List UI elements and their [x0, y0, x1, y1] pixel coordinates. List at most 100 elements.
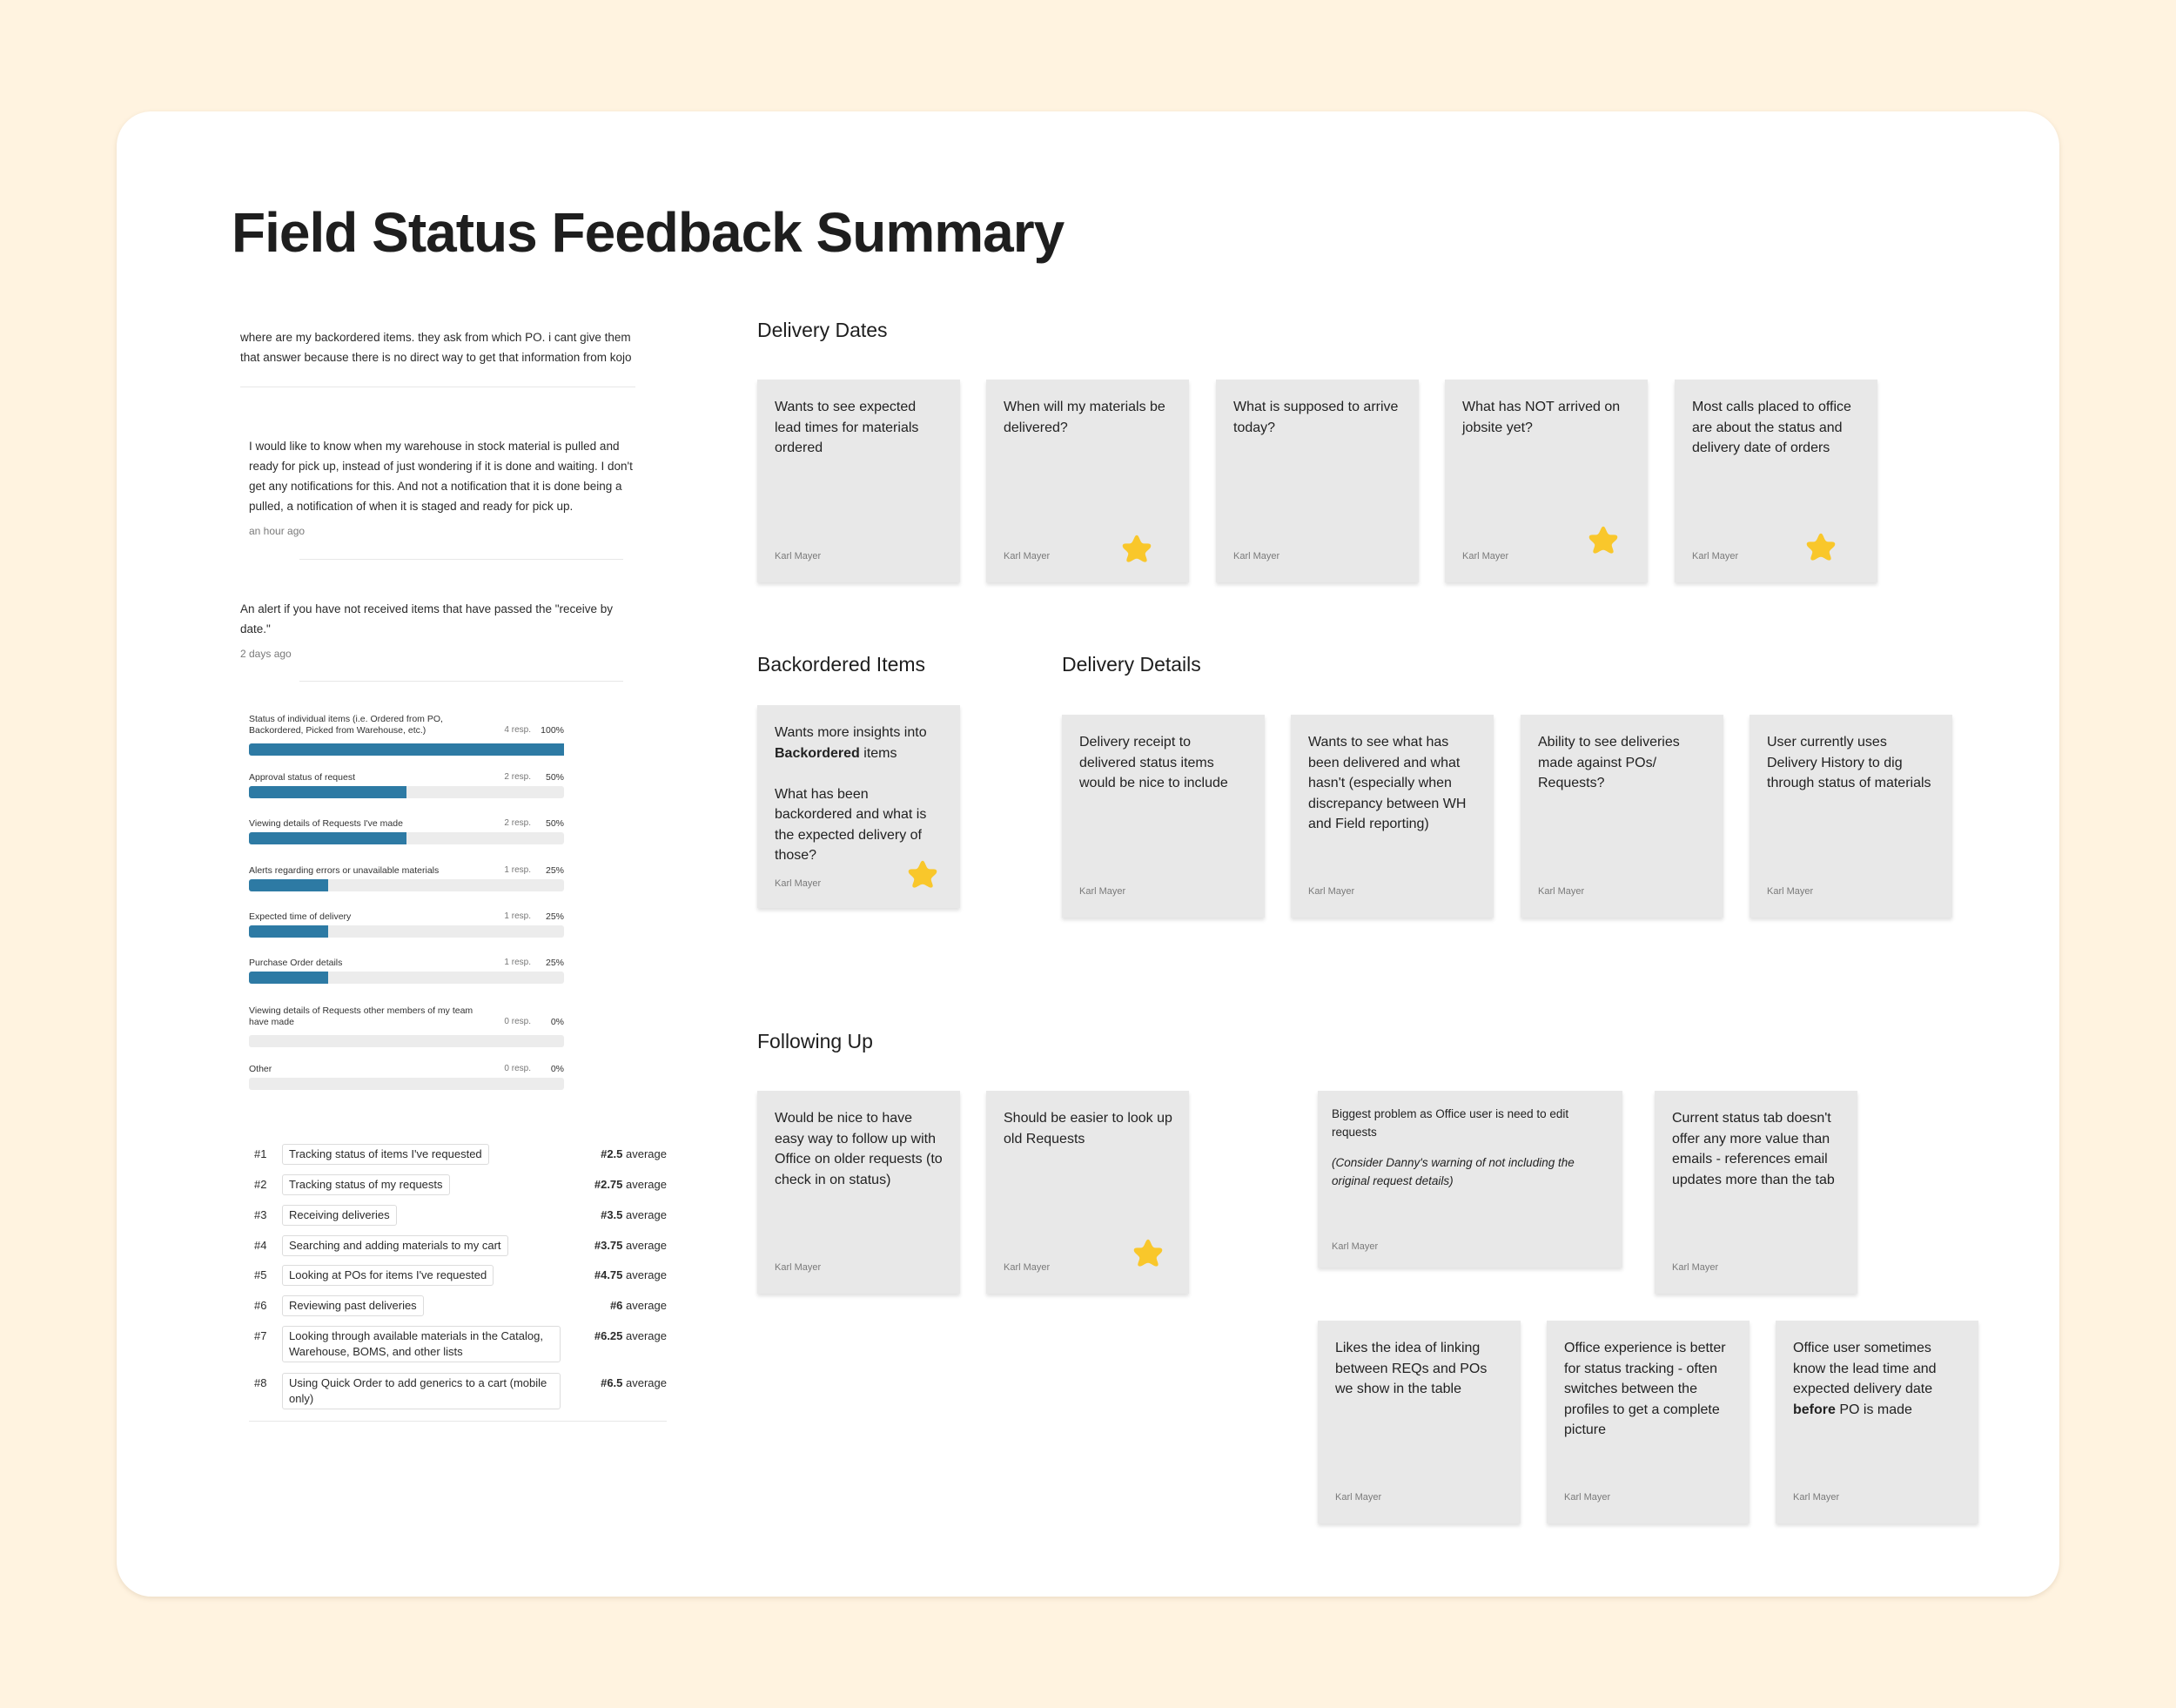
ranking-average-suffix: average [622, 1239, 667, 1252]
note-text-part: What has been backordered and what is th… [775, 786, 927, 864]
note-author: Karl Mayer [1462, 551, 1509, 561]
divider [299, 681, 623, 682]
note-author: Karl Mayer [1308, 886, 1355, 897]
note-text: What has NOT arrived on jobsite yet? [1462, 400, 1621, 435]
sticky-note[interactable]: Likes the idea of linking between REQs a… [1318, 1321, 1521, 1523]
ranking-average: #6 average [610, 1299, 667, 1312]
poll-percent: 0% [550, 1064, 564, 1074]
poll-option-label: Approval status of request [249, 772, 355, 783]
ranking-average-suffix: average [622, 1376, 667, 1389]
poll-option-label: Other [249, 1064, 272, 1074]
divider [249, 1421, 667, 1422]
comment-card: An alert if you have not received items … [240, 599, 641, 664]
note-author: Karl Mayer [775, 878, 822, 889]
poll-percent: 25% [545, 911, 564, 922]
poll-option: Purchase Order details 1 resp. 25% [249, 958, 564, 1001]
poll-bar-track [249, 925, 564, 938]
ranking-position: #7 [254, 1329, 267, 1342]
poll-bar-track [249, 743, 564, 756]
poll-percent: 50% [545, 818, 564, 829]
note-author: Karl Mayer [1793, 1492, 1840, 1503]
poll-option: Expected time of delivery 1 resp. 25% [249, 911, 564, 955]
note-text: When will my materials be delivered? [1004, 400, 1165, 435]
poll-option: Approval status of request 2 resp. 50% [249, 772, 564, 816]
section-title-following-up: Following Up [757, 1030, 873, 1052]
note-text: Would be nice to have easy way to follow… [775, 1111, 943, 1187]
sticky-note[interactable]: When will my materials be delivered? Kar… [986, 380, 1189, 582]
poll-percent: 100% [541, 725, 564, 736]
note-text: Most calls placed to office are about th… [1692, 400, 1851, 455]
ranking-average-value: #6 [609, 1299, 623, 1312]
poll-option-label: Alerts regarding errors or unavailable m… [249, 865, 440, 876]
sticky-note[interactable]: Biggest problem as Office user is need t… [1318, 1091, 1622, 1268]
sticky-note[interactable]: Wants to see what has been delivered and… [1291, 715, 1494, 918]
note-subtext: (Consider Danny's warning of not includi… [1332, 1156, 1575, 1187]
poll-response-count: 2 resp. [504, 818, 531, 828]
sticky-note[interactable]: Would be nice to have easy way to follow… [757, 1091, 960, 1294]
ranking-item-label: Looking at POs for items I've requested [282, 1265, 494, 1286]
ranking-average: #6.5 average [601, 1376, 667, 1389]
sticky-note[interactable]: Most calls placed to office are about th… [1675, 380, 1877, 582]
note-author: Karl Mayer [1538, 886, 1585, 897]
poll-response-count: 0 resp. [504, 1017, 531, 1026]
poll-bar-fill [249, 832, 406, 844]
comment-text: An alert if you have not received items … [240, 602, 614, 635]
comment-timestamp: 2 days ago [240, 648, 292, 660]
ranking-average-suffix: average [622, 1208, 667, 1221]
ranking-position: #6 [254, 1299, 267, 1312]
poll-option-label: Viewing details of Requests other member… [249, 1005, 473, 1027]
note-author: Karl Mayer [1335, 1492, 1382, 1503]
ranking-average-suffix: average [622, 1299, 667, 1312]
note-text: Delivery receipt to delivered status ite… [1079, 735, 1228, 790]
sticky-note[interactable]: Wants to see expected lead times for mat… [757, 380, 960, 582]
ranking-item-label: Tracking status of my requests [282, 1174, 450, 1195]
poll-bar-fill [249, 879, 328, 891]
sticky-note[interactable]: Current status tab doesn't offer any mor… [1655, 1091, 1857, 1294]
ranking-item-label: Using Quick Order to add generics to a c… [282, 1373, 561, 1409]
note-text: Current status tab doesn't offer any mor… [1672, 1111, 1835, 1187]
ranking-average-suffix: average [622, 1178, 667, 1191]
poll-response-count: 4 resp. [504, 725, 531, 735]
poll-option-label: Viewing details of Requests I've made [249, 818, 403, 829]
sticky-note[interactable]: Delivery receipt to delivered status ite… [1062, 715, 1265, 918]
poll-percent: 25% [545, 958, 564, 968]
sticky-note[interactable]: Office user sometimes know the lead time… [1776, 1321, 1978, 1523]
note-text-part: Office user sometimes know the lead time… [1793, 1341, 1937, 1396]
ranking-average: #3.75 average [594, 1239, 667, 1252]
ranking-average-suffix: average [622, 1329, 667, 1342]
ranking-average-value: #6.25 [594, 1329, 623, 1342]
note-text: Wants to see what has been delivered and… [1308, 735, 1467, 831]
ranking-average: #6.25 average [594, 1329, 667, 1342]
ranking-item-label: Looking through available materials in t… [282, 1326, 561, 1362]
sticky-note[interactable]: Should be easier to look up old Requests… [986, 1091, 1189, 1294]
poll-bar-track [249, 1078, 564, 1090]
divider [299, 559, 623, 560]
note-author: Karl Mayer [1692, 551, 1739, 561]
ranking-position: #5 [254, 1268, 267, 1281]
poll-bar-track [249, 786, 564, 798]
sticky-note[interactable]: Office experience is better for status t… [1547, 1321, 1750, 1523]
note-text-part: Biggest problem as Office user is need t… [1332, 1107, 1569, 1139]
note-author: Karl Mayer [775, 1262, 822, 1273]
note-author: Karl Mayer [1332, 1241, 1379, 1252]
sticky-note[interactable]: Ability to see deliveries made against P… [1521, 715, 1723, 918]
ranking-item-label: Reviewing past deliveries [282, 1295, 424, 1316]
sticky-note[interactable]: User currently uses Delivery History to … [1750, 715, 1952, 918]
sticky-note[interactable]: Wants more insights into Backordered ite… [757, 705, 960, 908]
star-sticker-icon [1122, 535, 1152, 562]
ranking-average-value: #4.75 [594, 1268, 623, 1281]
note-text: Should be easier to look up old Requests [1004, 1111, 1172, 1147]
comment-text: I would like to know when my warehouse i… [249, 440, 633, 513]
poll-percent: 50% [545, 772, 564, 783]
note-text: What is supposed to arrive today? [1233, 400, 1399, 435]
ranking-average-suffix: average [622, 1268, 667, 1281]
sticky-note[interactable]: What is supposed to arrive today? Karl M… [1216, 380, 1419, 582]
note-text-bold: Backordered [775, 745, 860, 761]
sticky-note[interactable]: What has NOT arrived on jobsite yet? Kar… [1445, 380, 1648, 582]
poll-bar-fill [249, 743, 564, 756]
comment-text: where are my backordered items. they ask… [240, 331, 632, 364]
ranking-position: #4 [254, 1239, 267, 1252]
poll-bar-track [249, 832, 564, 844]
note-text: Biggest problem as Office user is need t… [1332, 1105, 1607, 1190]
section-title-delivery-details: Delivery Details [1062, 653, 1201, 676]
